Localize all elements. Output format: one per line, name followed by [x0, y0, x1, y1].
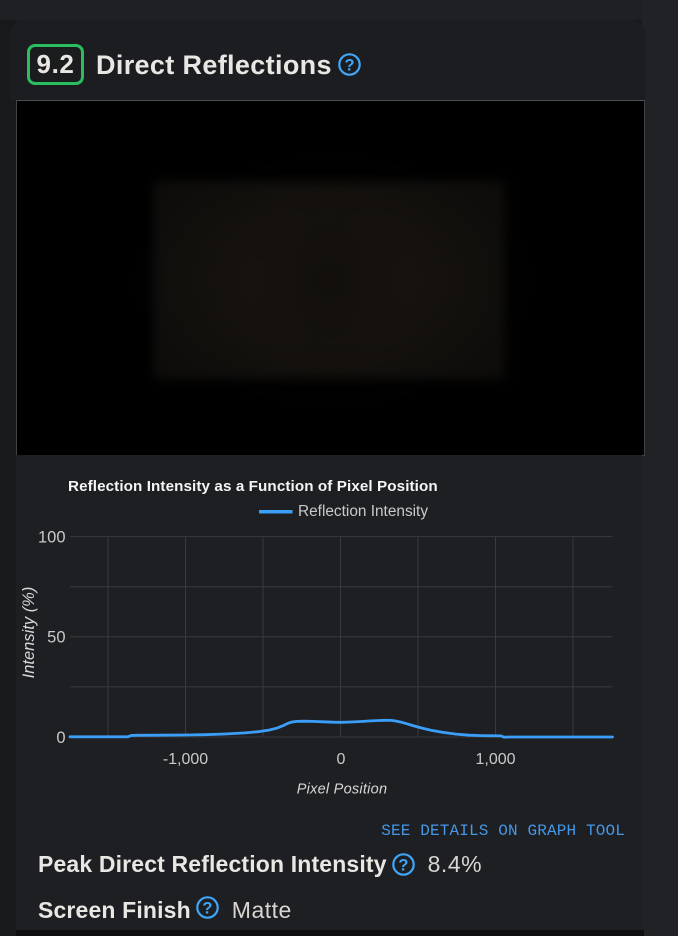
svg-text:?: ? — [399, 856, 409, 874]
svg-text:100: 100 — [38, 529, 66, 547]
svg-text:?: ? — [344, 56, 354, 74]
svg-text:0: 0 — [337, 751, 346, 768]
svg-text:1,000: 1,000 — [475, 751, 515, 768]
svg-text:50: 50 — [47, 629, 65, 647]
svg-text:0: 0 — [56, 729, 65, 747]
svg-text:Intensity (%): Intensity (%) — [20, 587, 38, 679]
svg-text:Reflection Intensity as a Func: Reflection Intensity as a Function of Pi… — [68, 478, 438, 495]
svg-text:?: ? — [203, 899, 213, 917]
svg-text:-1,000: -1,000 — [163, 751, 208, 768]
svg-text:Reflection Intensity: Reflection Intensity — [298, 503, 428, 520]
svg-text:Pixel Position: Pixel Position — [297, 782, 388, 798]
